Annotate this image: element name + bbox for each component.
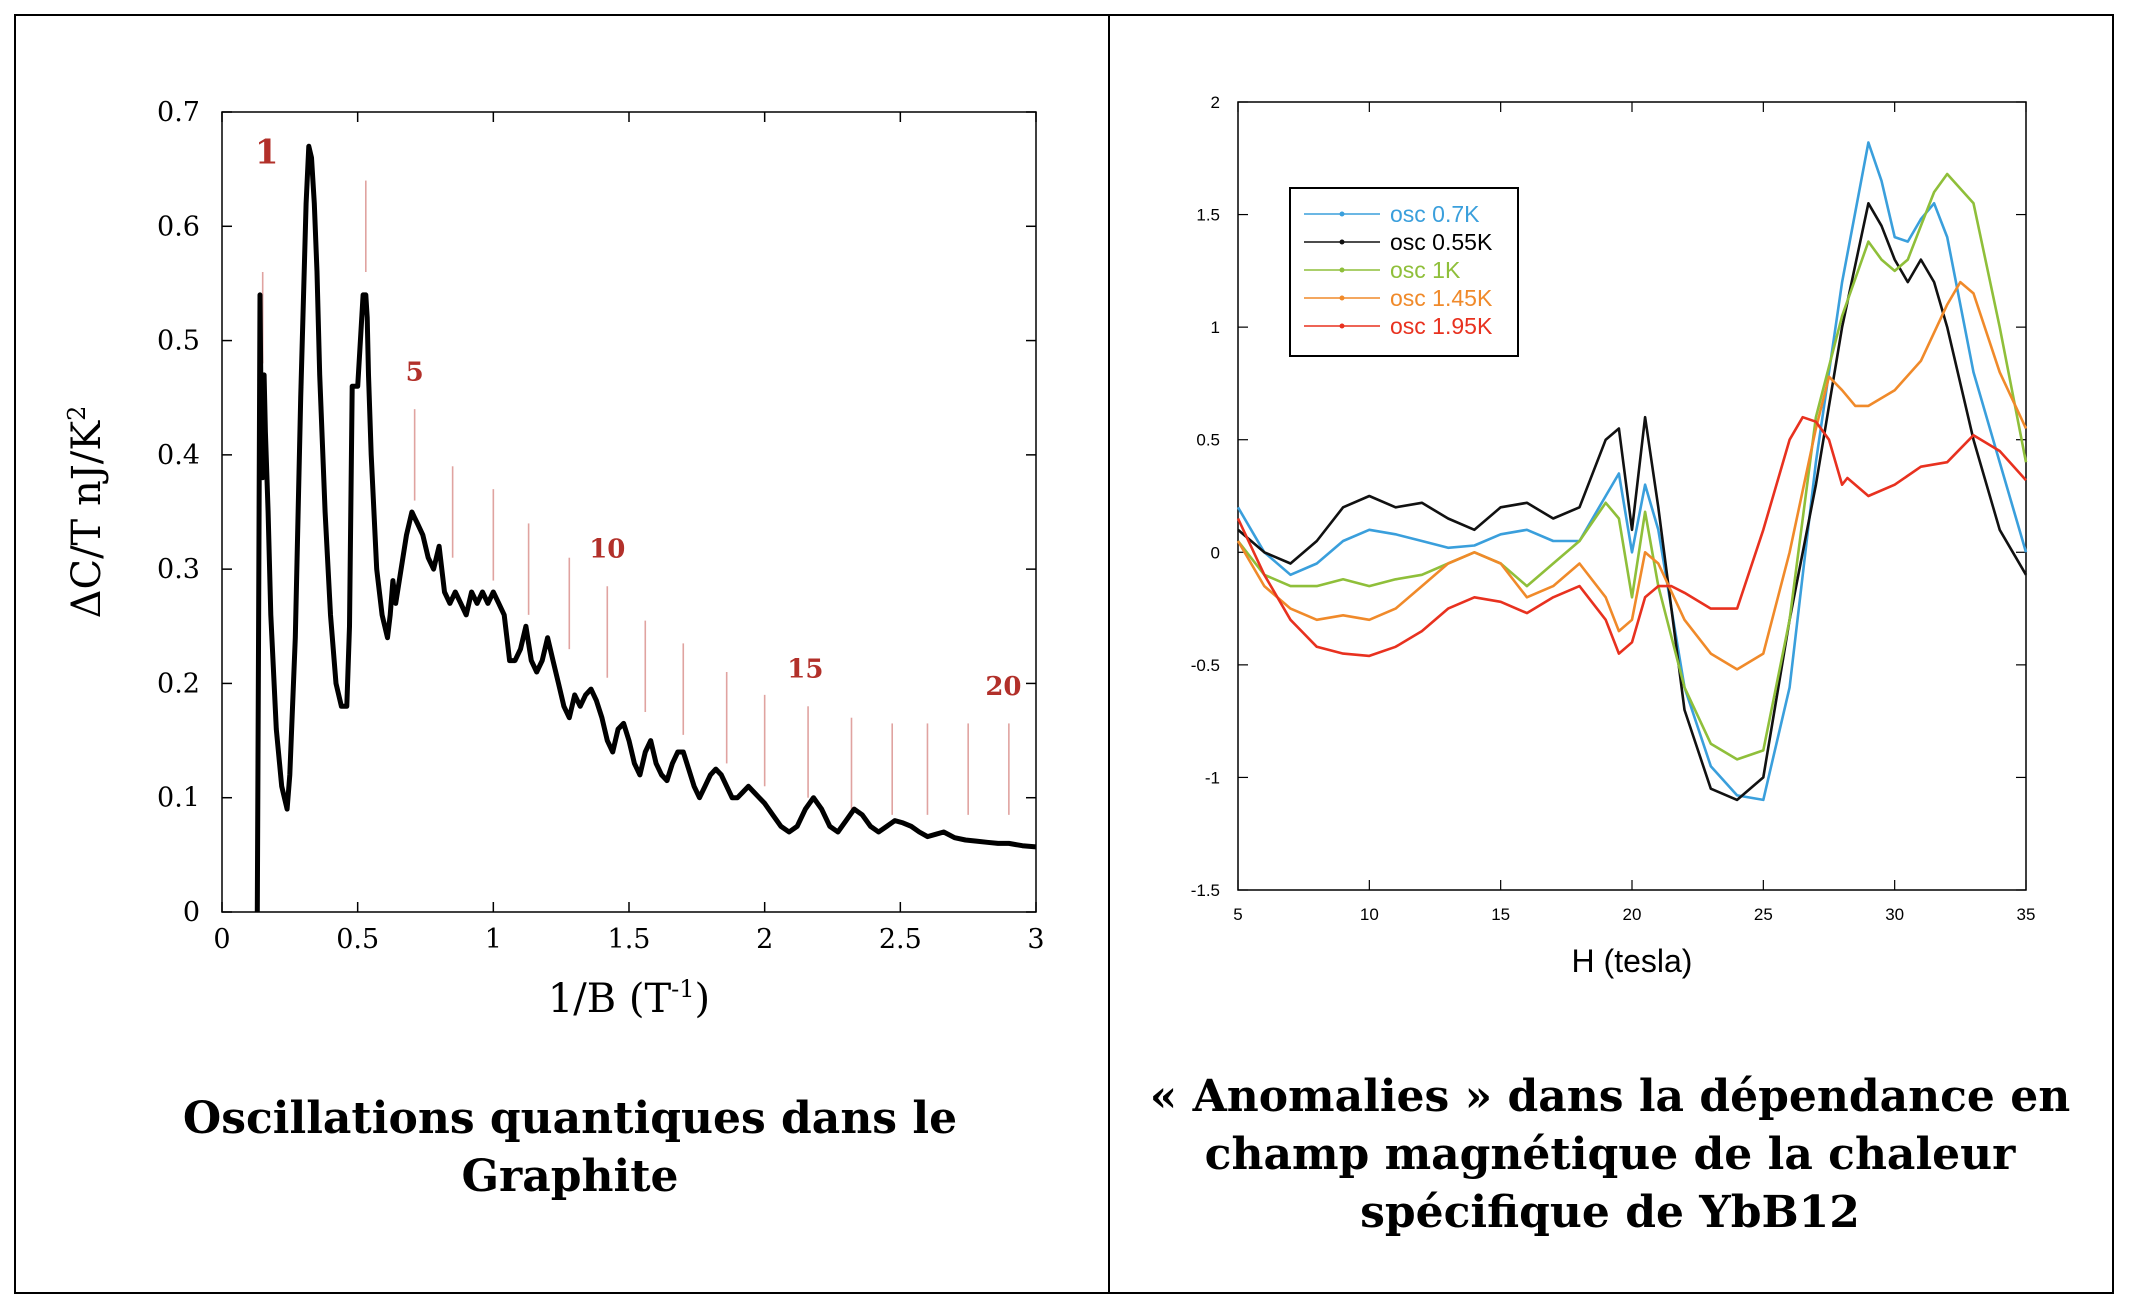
series-line xyxy=(1236,415,2027,658)
legend-label: osc 0.55K xyxy=(1390,229,1493,255)
series-line xyxy=(1236,172,2028,761)
y-axis-label: ΔC/T nJ/K2 xyxy=(63,406,110,619)
x-tick-label: 1 xyxy=(485,924,502,955)
y-tick-label: -1 xyxy=(1205,768,1220,787)
y-tick-label: 0 xyxy=(1211,543,1220,562)
y-tick-label: 0.5 xyxy=(157,326,200,357)
x-tick-label: 10 xyxy=(1360,905,1379,924)
series-line xyxy=(1236,280,2028,671)
y-tick-label: 0.4 xyxy=(157,440,200,471)
legend-marker xyxy=(1339,295,1345,301)
y-tick-label: 0 xyxy=(183,897,200,928)
legend-marker xyxy=(1339,239,1345,245)
x-tick-label: 2 xyxy=(756,924,773,955)
landau-level-label: 10 xyxy=(589,535,625,565)
x-tick-label: 3 xyxy=(1027,924,1044,955)
legend-marker xyxy=(1339,323,1345,329)
y-tick-label: 0.7 xyxy=(157,97,200,128)
landau-level-label: 5 xyxy=(406,358,424,388)
legend-marker xyxy=(1339,267,1345,273)
series-line xyxy=(254,143,1037,913)
y-tick-label: -0.5 xyxy=(1191,656,1220,675)
x-tick-label: 0 xyxy=(213,924,230,955)
y-tick-label: 0.1 xyxy=(157,783,200,814)
legend-label: osc 0.7K xyxy=(1390,201,1480,227)
y-tick-label: -1.5 xyxy=(1191,881,1220,900)
series-line xyxy=(1236,141,2028,802)
y-tick-label: 0.2 xyxy=(157,668,200,699)
x-tick-label: 25 xyxy=(1754,905,1773,924)
y-tick-label: 1.5 xyxy=(1196,206,1220,225)
landau-level-label: 15 xyxy=(787,655,823,685)
y-tick-label: 0.3 xyxy=(157,554,200,585)
x-axis-label: 1/B (T-1) xyxy=(548,975,710,1022)
y-tick-label: 1 xyxy=(1211,318,1220,337)
left-caption: Oscillations quantiques dans le Graphite xyxy=(182,1093,958,1202)
figure-frame xyxy=(14,14,2114,1294)
y-tick-label: 0.6 xyxy=(157,211,200,242)
ybb12-chart: 5 10 15 20 25 30 35 -1.5 -1 -0.5 0 0.5 1 1.5 2 osc 0.7K… xyxy=(1191,93,2036,979)
y-tick-label: 2 xyxy=(1211,93,1220,112)
legend-label: osc 1K xyxy=(1390,257,1461,283)
x-tick-label: 5 xyxy=(1233,905,1242,924)
legend-label: osc 1.45K xyxy=(1390,285,1493,311)
legend-box xyxy=(1289,187,1519,357)
x-axis-label: H (tesla) xyxy=(1572,943,1693,979)
landau-level-label: 20 xyxy=(985,672,1021,702)
legend-label: osc 1.95K xyxy=(1390,313,1493,339)
x-tick-label: 15 xyxy=(1491,905,1510,924)
x-tick-label: 2.5 xyxy=(879,924,922,955)
graphite-chart: 0 0.5 1 1.5 2 2.5 300.10.20.30.40.50.60.715101… xyxy=(63,97,1045,1022)
panel-divider xyxy=(1108,14,1110,1294)
right-caption: « Anomalies » dans la dépendance en cham… xyxy=(1149,1071,2071,1238)
x-tick-label: 1.5 xyxy=(608,924,651,955)
landau-level-label: 1 xyxy=(255,132,279,172)
x-tick-label: 0.5 xyxy=(336,924,379,955)
legend-marker xyxy=(1339,211,1345,217)
x-tick-label: 30 xyxy=(1885,905,1904,924)
series-line xyxy=(1237,202,2028,802)
x-tick-label: 35 xyxy=(2017,905,2036,924)
y-tick-label: 0.5 xyxy=(1196,431,1220,450)
x-tick-label: 20 xyxy=(1623,905,1642,924)
